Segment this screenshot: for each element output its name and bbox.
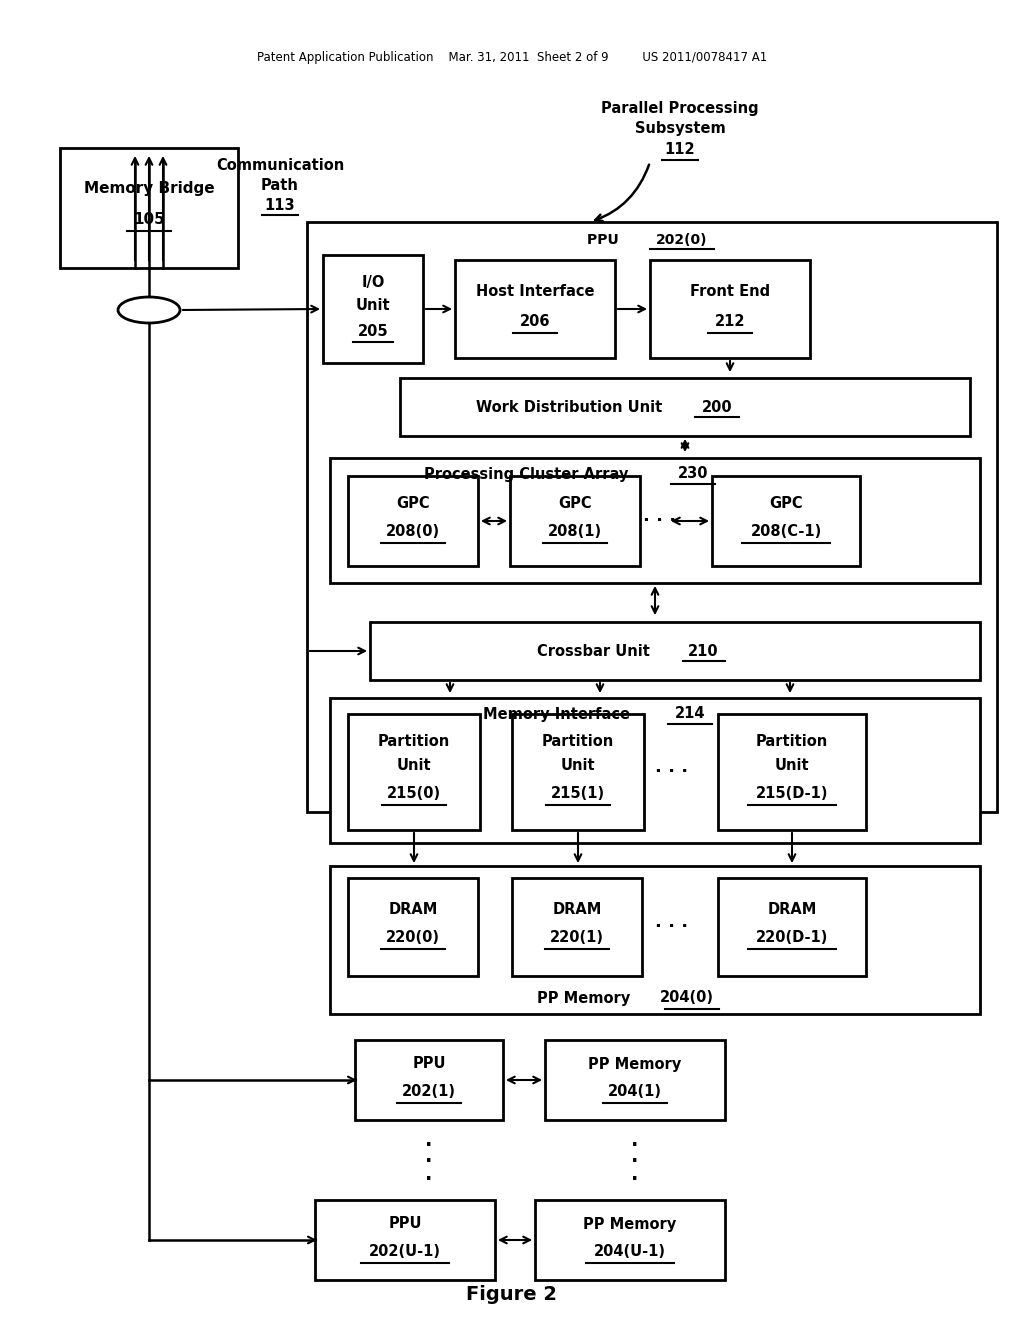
Text: Crossbar Unit: Crossbar Unit [537, 644, 655, 659]
Text: 208(0): 208(0) [386, 524, 440, 540]
Text: Memory Interface: Memory Interface [483, 706, 635, 722]
Bar [512, 878, 642, 975]
Text: Processing Cluster Array: Processing Cluster Array [424, 466, 633, 482]
Text: 215(1): 215(1) [551, 787, 605, 801]
Text: ·: · [632, 1135, 639, 1155]
Bar [348, 878, 478, 975]
Text: 208(C-1): 208(C-1) [751, 524, 821, 540]
Text: 205: 205 [357, 323, 388, 338]
Text: Memory Bridge: Memory Bridge [84, 181, 214, 195]
Text: Unit: Unit [355, 297, 390, 313]
Text: DRAM: DRAM [552, 903, 602, 917]
Bar [355, 1040, 503, 1119]
Text: 230: 230 [678, 466, 709, 482]
Text: Figure 2: Figure 2 [467, 1286, 557, 1304]
Text: PPU: PPU [588, 234, 624, 247]
Text: I/O: I/O [361, 276, 385, 290]
Bar [330, 458, 980, 583]
Text: 202(0): 202(0) [656, 234, 708, 247]
Text: PP Memory: PP Memory [537, 990, 635, 1006]
Text: 206: 206 [520, 314, 550, 330]
Text: Parallel Processing: Parallel Processing [601, 100, 759, 116]
Text: Unit: Unit [561, 759, 595, 774]
Text: 202(1): 202(1) [402, 1085, 456, 1100]
Text: 204(1): 204(1) [608, 1085, 662, 1100]
Text: Unit: Unit [396, 759, 431, 774]
Text: PPU: PPU [388, 1217, 422, 1232]
Text: 214: 214 [675, 706, 706, 722]
Text: ·: · [425, 1170, 433, 1188]
Text: 204(0): 204(0) [660, 990, 714, 1006]
Text: 220(1): 220(1) [550, 931, 604, 945]
Text: 112: 112 [665, 143, 695, 157]
Text: · · ·: · · · [655, 917, 688, 936]
Text: GPC: GPC [769, 496, 803, 511]
Bar [718, 714, 866, 830]
Text: ·: · [425, 1152, 433, 1172]
Text: GPC: GPC [396, 496, 430, 511]
Text: Patent Application Publication    Mar. 31, 2011  Sheet 2 of 9         US 2011/00: Patent Application Publication Mar. 31, … [257, 51, 767, 65]
Text: Work Distribution Unit: Work Distribution Unit [475, 400, 667, 414]
Text: 215(D-1): 215(D-1) [756, 787, 828, 801]
Bar [348, 477, 478, 566]
Bar [455, 260, 615, 358]
Text: 212: 212 [715, 314, 745, 330]
Ellipse shape [118, 297, 180, 323]
Text: Partition: Partition [378, 734, 451, 750]
Text: PP Memory: PP Memory [589, 1056, 682, 1072]
Text: 210: 210 [688, 644, 718, 659]
Text: 113: 113 [264, 198, 295, 213]
Bar [545, 1040, 725, 1119]
Text: Path: Path [261, 177, 299, 193]
Text: 208(1): 208(1) [548, 524, 602, 540]
Bar [650, 260, 810, 358]
Text: DRAM: DRAM [388, 903, 437, 917]
Text: ·: · [632, 1152, 639, 1172]
Bar [60, 148, 238, 268]
Text: 220(0): 220(0) [386, 931, 440, 945]
Text: Partition: Partition [756, 734, 828, 750]
Bar [370, 622, 980, 680]
Bar [510, 477, 640, 566]
Text: GPC: GPC [558, 496, 592, 511]
Text: 204(U-1): 204(U-1) [594, 1245, 666, 1259]
Bar [535, 1200, 725, 1280]
Bar [307, 222, 997, 812]
Bar [323, 255, 423, 363]
Text: Communication: Communication [216, 157, 344, 173]
Text: PPU: PPU [413, 1056, 445, 1072]
Bar [330, 866, 980, 1014]
Text: · · ·: · · · [643, 512, 677, 531]
Text: ·: · [425, 1135, 433, 1155]
Bar [400, 378, 970, 436]
Text: ·: · [632, 1170, 639, 1188]
Text: 200: 200 [701, 400, 732, 414]
Text: Subsystem: Subsystem [635, 120, 725, 136]
Bar [712, 477, 860, 566]
Text: Unit: Unit [775, 759, 809, 774]
Text: 215(0): 215(0) [387, 787, 441, 801]
Bar [315, 1200, 495, 1280]
Bar [330, 698, 980, 843]
Text: PP Memory: PP Memory [584, 1217, 677, 1232]
Text: Host Interface: Host Interface [476, 285, 594, 300]
Text: 220(D-1): 220(D-1) [756, 931, 828, 945]
Bar [348, 714, 480, 830]
Text: 105: 105 [133, 213, 165, 227]
Bar [512, 714, 644, 830]
Bar [718, 878, 866, 975]
Text: Front End: Front End [690, 285, 770, 300]
Text: · · ·: · · · [655, 763, 688, 781]
Text: 202(U-1): 202(U-1) [369, 1245, 441, 1259]
Text: Partition: Partition [542, 734, 614, 750]
Text: DRAM: DRAM [767, 903, 817, 917]
